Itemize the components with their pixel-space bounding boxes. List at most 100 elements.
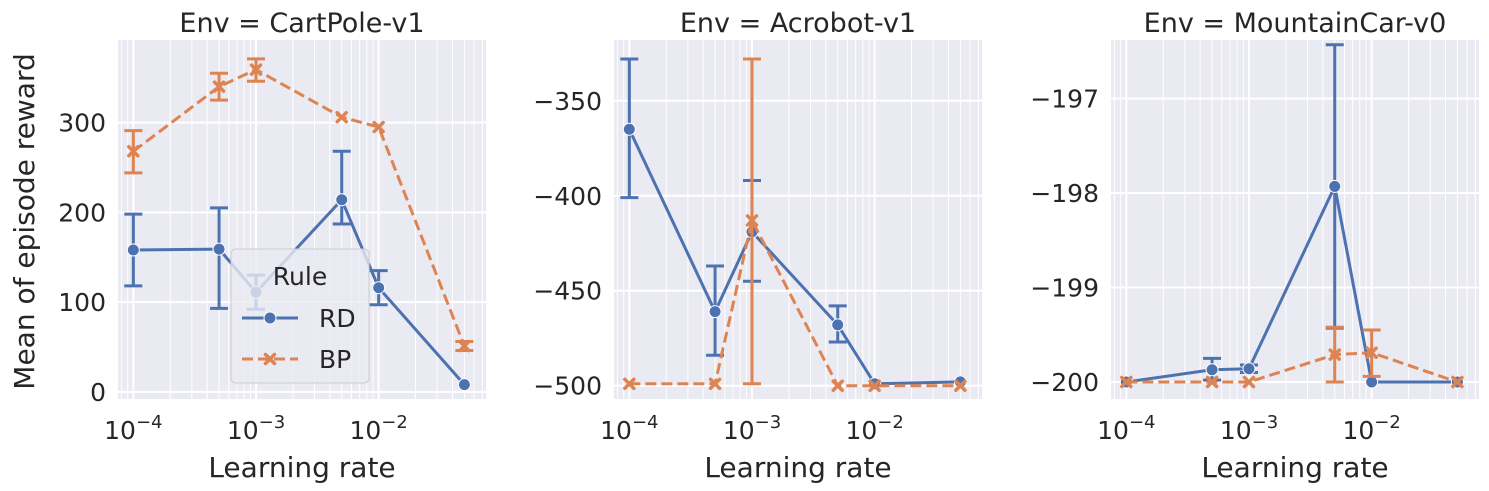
- x-tick-base: 10: [723, 416, 755, 445]
- x-tick-exponent: −4: [136, 412, 163, 433]
- legend-title: Rule: [273, 262, 327, 291]
- x-tick-label: 10−3: [227, 412, 285, 445]
- data-point-rd: [1242, 362, 1256, 376]
- data-point-bp: [708, 377, 722, 391]
- data-point-bp: [745, 214, 759, 227]
- marker-stroke: [745, 214, 759, 227]
- x-axis-label: Learning rate: [704, 451, 891, 484]
- data-point-rd: [1328, 179, 1342, 193]
- data-point-bp: [1451, 375, 1464, 389]
- x-tick-label: 10−3: [1220, 412, 1278, 445]
- x-tick-base: 10: [1342, 416, 1374, 445]
- x-tick-label: 10−2: [1342, 412, 1400, 445]
- marker-stroke: [1205, 375, 1219, 389]
- marker-stroke: [1365, 346, 1378, 359]
- x-tick-exponent: −3: [1252, 412, 1279, 433]
- y-tick-label: −500: [533, 372, 602, 401]
- x-axis-label: Learning rate: [208, 451, 395, 484]
- x-tick-exponent: −4: [1129, 412, 1156, 433]
- x-axis-label: Learning rate: [1201, 451, 1388, 484]
- data-point-rd: [335, 193, 349, 207]
- series-line-bp: [1126, 351, 1458, 384]
- legend-label-bp: BP: [319, 345, 351, 374]
- marker-stroke: [1451, 375, 1464, 389]
- marker-stroke: [372, 120, 385, 134]
- y-tick-label: 300: [58, 109, 106, 138]
- data-point-bp: [1120, 375, 1133, 389]
- legend-box: [230, 248, 370, 384]
- x-tick-label: 10−2: [845, 412, 903, 445]
- x-tick-exponent: −2: [1374, 412, 1401, 433]
- error-bar-rd: [210, 206, 229, 310]
- chart-title: Env = CartPole-v1: [179, 8, 424, 39]
- chart-title: Env = Acrobot-v1: [680, 8, 916, 39]
- y-tick-label: 200: [58, 198, 106, 227]
- x-tick-base: 10: [600, 416, 632, 445]
- y-tick-label: −450: [533, 277, 602, 306]
- data-point-rd: [212, 242, 226, 256]
- x-tick-base: 10: [227, 416, 259, 445]
- data-point-rd: [708, 305, 722, 319]
- marker-stroke: [1120, 375, 1133, 389]
- data-point-bp: [1365, 346, 1378, 359]
- x-tick-base: 10: [1097, 416, 1129, 445]
- legend-label-rd: RD: [319, 304, 356, 333]
- data-point-rd: [372, 281, 386, 295]
- marker-stroke: [1242, 375, 1256, 389]
- data-point-rd: [831, 318, 845, 332]
- marker-stroke: [831, 379, 844, 392]
- data-point-bp: [831, 379, 844, 392]
- y-tick-label: 0: [90, 378, 106, 407]
- data-point-bp: [868, 379, 881, 392]
- marker-stroke: [458, 339, 471, 353]
- y-tick-label: −199: [1030, 274, 1099, 303]
- y-tick-label: −400: [533, 182, 602, 211]
- x-tick-base: 10: [1220, 416, 1252, 445]
- data-point-bp: [249, 63, 263, 76]
- data-point-rd: [126, 243, 140, 257]
- y-tick-label: −197: [1030, 85, 1099, 114]
- data-point-rd: [457, 378, 471, 392]
- marker-stroke: [623, 377, 636, 391]
- data-point-bp: [335, 110, 348, 124]
- y-tick-label: 100: [58, 288, 106, 317]
- data-point-bp: [623, 377, 636, 391]
- y-tick-label: −200: [1030, 368, 1099, 397]
- data-point-bp: [212, 80, 226, 93]
- y-tick-label: −350: [533, 87, 602, 116]
- x-tick-label: 10−2: [349, 412, 407, 445]
- marker-stroke: [868, 379, 881, 392]
- x-tick-exponent: −3: [259, 412, 286, 433]
- data-point-bp: [372, 120, 385, 134]
- plot-background: [614, 40, 982, 399]
- marker-stroke: [263, 352, 277, 366]
- y-tick-label: −198: [1030, 179, 1099, 208]
- x-tick-base: 10: [104, 416, 136, 445]
- series-line-bp: [132, 68, 466, 347]
- data-point-bp: [1328, 348, 1341, 361]
- marker-stroke: [212, 80, 226, 93]
- x-tick-exponent: −2: [381, 412, 408, 433]
- data-point-bp: [954, 379, 967, 392]
- marker-stroke: [335, 110, 348, 124]
- marker-stroke: [127, 145, 140, 158]
- x-tick-base: 10: [349, 416, 381, 445]
- legend: Rule RD BP: [230, 248, 370, 384]
- x-tick-exponent: −4: [632, 412, 659, 433]
- data-point-bp: [127, 145, 140, 158]
- data-point-bp: [458, 339, 471, 353]
- data-point-rd: [1205, 363, 1219, 377]
- x-tick-base: 10: [845, 416, 877, 445]
- plot-background: [1111, 40, 1479, 399]
- marker-stroke: [1328, 348, 1341, 361]
- legend-marker-rd: [263, 311, 277, 325]
- x-tick-exponent: −2: [877, 412, 904, 433]
- marker-stroke: [708, 377, 722, 391]
- x-tick-label: 10−4: [1097, 412, 1155, 445]
- error-bar-rd: [332, 149, 351, 226]
- marker-stroke: [249, 63, 263, 76]
